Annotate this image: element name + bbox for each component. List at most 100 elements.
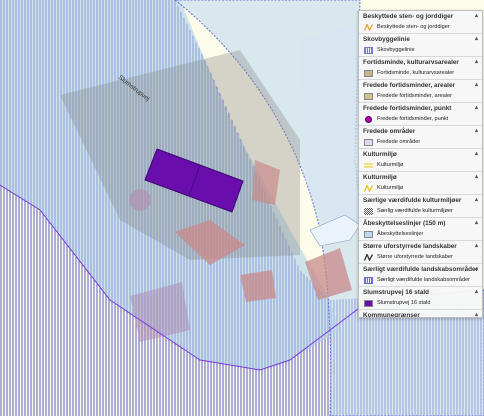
legend-group-header[interactable]: Kulturmiljø ▴ [359,171,482,183]
legend-group-header[interactable]: Større uforstyrrede landskaber ▴ [359,240,482,252]
collapse-caret-icon[interactable]: ▴ [474,266,478,272]
collapse-caret-icon[interactable]: ▴ [474,36,478,42]
legend-group: Kommunegrænser▴Kommunegrænse [359,309,482,318]
tan-square-icon [364,70,373,77]
legend-item-label: Skovbyggelinie [377,47,415,53]
legend-group-title: Særlige værdifulde kulturmiljøer [363,197,462,204]
legend-group: Fredede fortidsminder, punkt ▴ Fredede for… [359,102,482,125]
legend-group: Slumstrupvej 16 stald ▴ Slumstrupvej 16 st… [359,286,482,309]
legend-group-title: Fredede områder [363,128,416,135]
legend-group-header[interactable]: Særlige værdifulde kulturmiljøer ▴ [359,194,482,206]
legend-item: Fredede fortidsminder, punkt [359,114,482,125]
collapse-caret-icon[interactable]: ▴ [474,289,478,295]
legend-group: Fredede områder ▴ Fredede områder [359,125,482,148]
legend-group-title: Kulturmiljø [363,151,397,158]
collapse-caret-icon[interactable]: ▴ [474,105,478,111]
red-area-5 [130,282,190,342]
legend-group-title: Fredede fortidsminder, arealer [363,82,455,89]
map-legend: Beskyttede sten- og jorddiger ▴ Beskyttede… [358,10,483,318]
legend-item-label: Beskyttede sten- og jorddiger [377,24,450,30]
lilac-square-icon [364,139,373,146]
legend-item: Større uforstyrrede landskaber [359,252,482,263]
collapse-caret-icon[interactable]: ▴ [474,243,478,249]
dotted-square-icon [364,47,373,54]
red-area-2 [240,270,276,302]
legend-item: Skovbyggelinie [359,45,482,56]
dotted-blue-icon [364,277,373,284]
legend-group: Åbeskyttelseslinjer (150 m) ▴ Åbeskyttelse… [359,217,482,240]
legend-item-label: Fredede fortidsminder, arealer [377,93,452,99]
legend-item-label: Kulturmiljø [377,185,404,191]
legend-item: Særlig værdifulde kulturmiljøer [359,206,482,217]
zigzag-orange-icon [364,24,373,31]
legend-group-header[interactable]: Fredede områder ▴ [359,125,482,137]
legend-group-header[interactable]: Beskyttede sten- og jorddiger ▴ [359,11,482,22]
legend-group-title: Kulturmiljø [363,174,397,181]
yellow-zigzag-icon [364,185,373,192]
legend-group: Særligt værdifulde landskabsområder ▴ Særl… [359,263,482,286]
legend-group-title: Fredede fortidsminder, punkt [363,105,452,112]
collapse-caret-icon[interactable]: ▴ [474,128,478,134]
legend-group-header[interactable]: Kulturmiljø ▴ [359,148,482,160]
collapse-caret-icon[interactable]: ▴ [474,312,478,318]
legend-group: Større uforstyrrede landskaber ▴ Større uf… [359,240,482,263]
legend-group-title: Åbeskyttelseslinjer (150 m) [363,220,446,227]
legend-item: Kulturmiljø [359,183,482,194]
purple-dot-icon [365,116,372,123]
dark-zigzag-icon [364,254,373,261]
legend-group-title: Skovbyggelinie [363,36,410,43]
legend-group-title: Fortidsminde, kulturarvsarealer [363,59,459,66]
tan-square-icon [364,93,373,100]
legend-item: Fredede områder [359,137,482,148]
legend-group-header[interactable]: Fredede fortidsminder, arealer ▴ [359,79,482,91]
red-area-4 [252,160,280,205]
purple-square-icon [364,300,373,307]
legend-group: Særlige værdifulde kulturmiljøer ▴ Særlig … [359,194,482,217]
stald-building[interactable] [144,148,244,213]
red-area-3 [305,248,352,300]
legend-item: Kulturmiljø [359,160,482,171]
legend-group: Kulturmiljø ▴ Kulturmiljø [359,148,482,171]
grey-parcel [60,50,300,260]
legend-group: Beskyttede sten- og jorddiger ▴ Beskyttede… [359,11,482,33]
legend-group: Fortidsminde, kulturarvsarealer ▴ Fortidsm… [359,56,482,79]
legend-group-title: Beskyttede sten- og jorddiger [363,13,454,20]
collapse-caret-icon[interactable]: ▴ [474,197,478,203]
legend-group-title: Slumstrupvej 16 stald [363,289,430,296]
legend-group-header[interactable]: Skovbyggelinie ▴ [359,33,482,45]
municipal-boundary-line [0,184,484,371]
yellow-lines-icon [364,163,373,168]
legend-group-header[interactable]: Åbeskyttelseslinjer (150 m) ▴ [359,217,482,229]
collapse-caret-icon[interactable]: ▴ [474,82,478,88]
legend-group: Fredede fortidsminder, arealer ▴ Fredede f… [359,79,482,102]
legend-item: Fredede fortidsminder, arealer [359,91,482,102]
collapse-caret-icon[interactable]: ▴ [474,220,478,226]
building-division [188,164,201,197]
legend-item: Slumstrupvej 16 stald [359,298,482,309]
legend-group: Kulturmiljø ▴ Kulturmiljø [359,171,482,194]
collapse-caret-icon[interactable]: ▴ [474,13,478,19]
legend-group-header[interactable]: Fredede fortidsminder, punkt ▴ [359,102,482,114]
checker-icon [364,208,373,215]
red-circle-area [129,189,151,211]
legend-item-label: Slumstrupvej 16 stald [377,300,431,306]
collapse-caret-icon[interactable]: ▴ [474,174,478,180]
legend-group-header[interactable]: Fortidsminde, kulturarvsarealer ▴ [359,56,482,68]
legend-item-label: Særligt værdifulde landskabsområder [377,277,470,283]
water-shape [309,214,361,247]
legend-group: Skovbyggelinie ▴ Skovbyggelinie [359,33,482,56]
legend-item: Fortidsminde, kulturarvsarealer [359,68,482,79]
collapse-caret-icon[interactable]: ▴ [474,151,478,157]
blue-square-icon [364,231,373,238]
legend-item-label: Kulturmiljø [377,162,404,168]
legend-item-label: Særlig værdifulde kulturmiljøer [377,208,453,214]
legend-group-header[interactable]: Kommunegrænser ▴ [359,309,482,318]
legend-item: Åbeskyttelseslinjer [359,229,482,240]
legend-item-label: Åbeskyttelseslinjer [377,231,424,237]
legend-group-title: Særligt værdifulde landskabsområder [363,266,479,273]
legend-item: Særligt værdifulde landskabsområder [359,275,482,286]
legend-group-header[interactable]: Slumstrupvej 16 stald ▴ [359,286,482,298]
red-area-1 [175,220,245,265]
legend-group-header[interactable]: Særligt værdifulde landskabsområder ▴ [359,263,482,275]
collapse-caret-icon[interactable]: ▴ [474,59,478,65]
